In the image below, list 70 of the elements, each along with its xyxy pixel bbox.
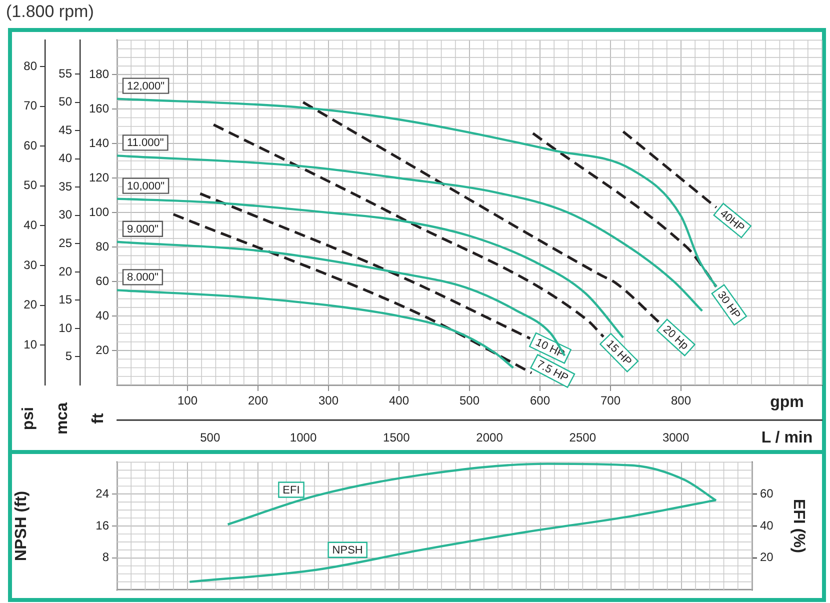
x2-tick-label: 2500 <box>569 430 596 445</box>
y2-axis-title: mca <box>54 402 71 435</box>
series-label: 9.000" <box>126 223 159 236</box>
y3-axis-title: psi <box>20 406 37 430</box>
y2-tick-label: 40 <box>760 518 774 532</box>
text: 20 Hp <box>660 324 690 352</box>
y2-tick-label: 45 <box>58 122 72 137</box>
y2-tick-label: 50 <box>58 94 72 109</box>
x-tick-label: 400 <box>388 394 410 408</box>
x-tick-label: 200 <box>248 394 268 408</box>
x2-tick-label: 1000 <box>290 430 317 445</box>
text: 30 HP <box>714 289 742 322</box>
y3-tick-label: 70 <box>24 98 38 113</box>
line-series <box>117 289 514 369</box>
y-tick-label: 100 <box>88 204 110 219</box>
y3-tick-label: 40 <box>24 218 38 232</box>
y-axis-title: ft <box>90 412 107 424</box>
chart-title: (1.800 rpm) <box>6 2 94 22</box>
series-label: NPSH <box>332 544 363 556</box>
y-tick-label: 8 <box>102 550 110 564</box>
x-tick-label: 300 <box>318 394 339 408</box>
y2-axis-title: EFI (%) <box>790 498 807 554</box>
y2-tick-label: 60 <box>760 486 774 500</box>
text: 7.5 HP <box>534 358 570 385</box>
y3-tick-label: 80 <box>24 58 38 73</box>
y3-tick-label: 20 <box>24 298 38 312</box>
x2-tick-label: 500 <box>200 430 220 445</box>
series-label: EFI <box>282 484 300 496</box>
series-label: 12,000" <box>126 80 165 92</box>
y-tick-label: 24 <box>96 486 110 500</box>
x2-tick-label: 3000 <box>662 430 690 445</box>
y-tick-label: 40 <box>96 308 110 322</box>
y2-tick-label: 20 <box>58 264 72 278</box>
text: 15 HP <box>604 338 634 368</box>
y-tick-label: 20 <box>96 342 110 357</box>
y2-tick-label: 35 <box>58 179 72 194</box>
y2-tick-label: 30 <box>58 208 72 222</box>
y-tick-label: 120 <box>88 170 110 184</box>
series-label: 11.000" <box>127 137 164 150</box>
x2-axis-title: L / min <box>761 429 813 446</box>
x-axis-title: gpm <box>770 394 804 411</box>
x-tick-label: 500 <box>459 394 480 408</box>
y2-tick-label: 5 <box>65 349 72 364</box>
y3-tick-label: 30 <box>24 258 38 272</box>
x-tick-label: 700 <box>600 394 621 408</box>
y3-tick-label: 60 <box>24 138 38 152</box>
y3-tick-label: 10 <box>24 337 38 352</box>
x2-tick-label: 2000 <box>476 430 504 445</box>
x-tick-label: 100 <box>177 394 198 408</box>
x-tick-label: 800 <box>670 394 692 408</box>
y-tick-label: 140 <box>88 136 110 150</box>
x2-tick-label: 1500 <box>383 430 410 445</box>
y-tick-label: 60 <box>96 274 110 288</box>
y-tick-label: 16 <box>96 518 110 532</box>
y-axis-title: NPSH (ft) <box>13 490 30 562</box>
y2-tick-label: 10 <box>58 320 72 335</box>
y2-tick-label: 15 <box>58 292 72 307</box>
y-tick-label: 180 <box>88 66 110 81</box>
line-series <box>117 154 704 312</box>
y-tick-label: 80 <box>96 239 110 254</box>
y3-tick-label: 50 <box>24 178 38 192</box>
series-label: 10,000" <box>126 180 165 192</box>
y2-tick-label: 40 <box>58 151 72 166</box>
series-label: 8.000" <box>126 272 159 284</box>
y2-tick-label: 20 <box>760 550 774 564</box>
y2-tick-label: 55 <box>58 66 72 80</box>
text: 40HP <box>718 208 746 234</box>
y2-tick-label: 25 <box>58 236 72 250</box>
y-tick-label: 160 <box>88 101 110 116</box>
x-tick-label: 600 <box>530 394 550 408</box>
